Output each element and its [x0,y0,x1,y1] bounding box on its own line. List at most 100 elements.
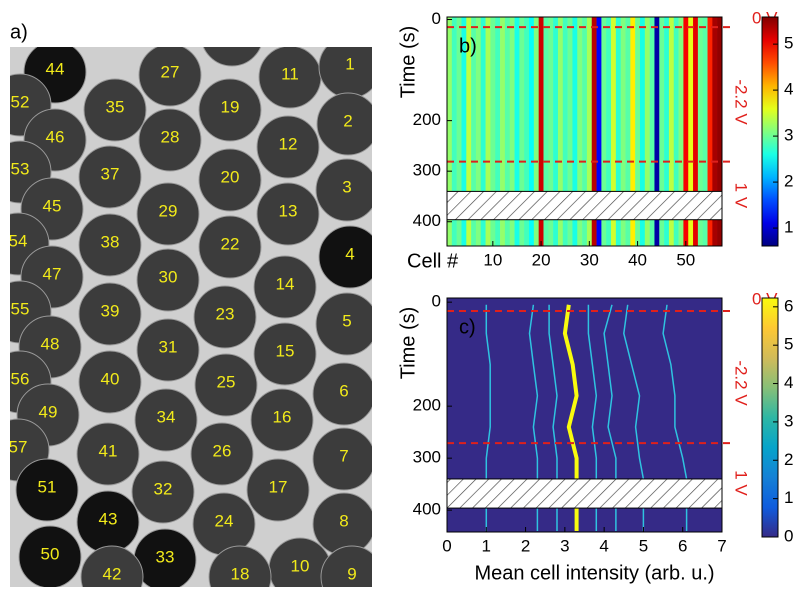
cell-label: 54 [9,231,28,250]
cell-label: 52 [11,92,30,111]
cell-label: 11 [281,64,299,83]
heat-cell [524,17,530,246]
heat-cell [504,17,511,246]
heat-cell [490,17,496,246]
cell [78,145,142,209]
cell-label: 29 [159,201,178,220]
heat-cell [654,17,660,246]
heat-cell [659,17,665,246]
heat-cell [567,17,573,246]
heat-cell [543,17,549,246]
heat-cell [533,17,539,246]
cell-label: 17 [269,477,288,496]
x-tick-label: 6 [678,536,687,555]
heat-cell [509,17,515,246]
cell-label: 44 [46,59,65,78]
cell [194,353,258,417]
trace [562,304,579,531]
cell [246,458,310,522]
colorbar-tick-label: 3 [784,126,793,145]
y-tick-label: 0 [432,292,441,311]
cell [198,78,262,142]
cell-label: 27 [161,62,180,81]
x-axis-label: Cell # [407,250,459,272]
cell-label: 41 [99,441,118,460]
cell-label: 46 [46,127,65,146]
heat-cell [668,17,675,246]
heat-cell [596,17,602,246]
heat-cell [538,17,544,246]
cell-label: 53 [11,159,30,178]
cell-label: 6 [339,381,348,400]
cell [256,182,320,246]
colorbar-tick-label: 6 [784,296,793,315]
panel-label: c) [459,316,476,338]
cell [131,460,195,524]
cell [312,362,372,426]
heat-cell [615,17,621,246]
heat-cell [620,17,626,246]
heat-cell [582,17,588,246]
cell-label: 51 [38,477,57,496]
cell-label: 23 [216,304,235,323]
trace [662,304,688,531]
cell [318,225,372,289]
panel-label: b) [459,35,477,57]
heat-cell [586,17,593,246]
heat-cell [577,17,583,246]
heat-cell [601,17,607,246]
cell-label: 19 [221,97,240,116]
x-tick-label: 1 [482,536,491,555]
cell-label: 32 [154,479,173,498]
cell-label: 18 [231,564,250,583]
heat-cell [693,17,699,246]
cell [198,148,262,212]
cell [253,255,317,319]
excluded-region [446,190,723,221]
cell-label: 3 [342,177,351,196]
cell-label: 33 [156,547,175,566]
cell-label: 5 [342,311,351,330]
heat-cell [456,17,462,246]
colorbar-tick-label: 2 [784,450,793,469]
heat-cell [447,17,453,246]
heat-cell [678,17,684,246]
cell-label: 15 [276,341,295,360]
cell [78,282,142,346]
heat-cell [519,17,525,246]
heat-cell [495,17,501,246]
cell [315,292,372,356]
heat-cell [466,17,472,246]
cell-label: 8 [339,511,348,530]
heat-cell [514,17,520,246]
heat-cell [548,17,554,246]
heat-cell [683,17,689,246]
cell [250,388,314,452]
cell-label: 9 [347,564,356,583]
colorbar-tick-label: 4 [784,373,793,392]
cell-label: 12 [279,134,298,153]
cell [315,158,372,222]
panel-label: a) [10,21,28,43]
cell [190,422,254,486]
plot-frame [446,297,723,533]
cell-label: 37 [101,164,120,183]
voltage-label: 1 V [732,470,751,496]
cell [208,545,272,587]
cell-label: 39 [101,301,120,320]
colorbar [761,16,779,247]
cell-label: 2 [343,111,352,130]
cell [320,545,372,587]
cell [198,215,262,279]
heat-cell [471,17,477,246]
y-tick-label: 300 [413,448,441,467]
heat-cell [606,17,612,246]
cell-label: 7 [339,446,348,465]
heat-cell [688,17,694,246]
excluded-region [446,478,723,509]
cell [18,525,82,587]
y-tick-label: 200 [413,110,441,129]
cell [312,427,372,491]
cell-label: 1 [345,54,354,73]
